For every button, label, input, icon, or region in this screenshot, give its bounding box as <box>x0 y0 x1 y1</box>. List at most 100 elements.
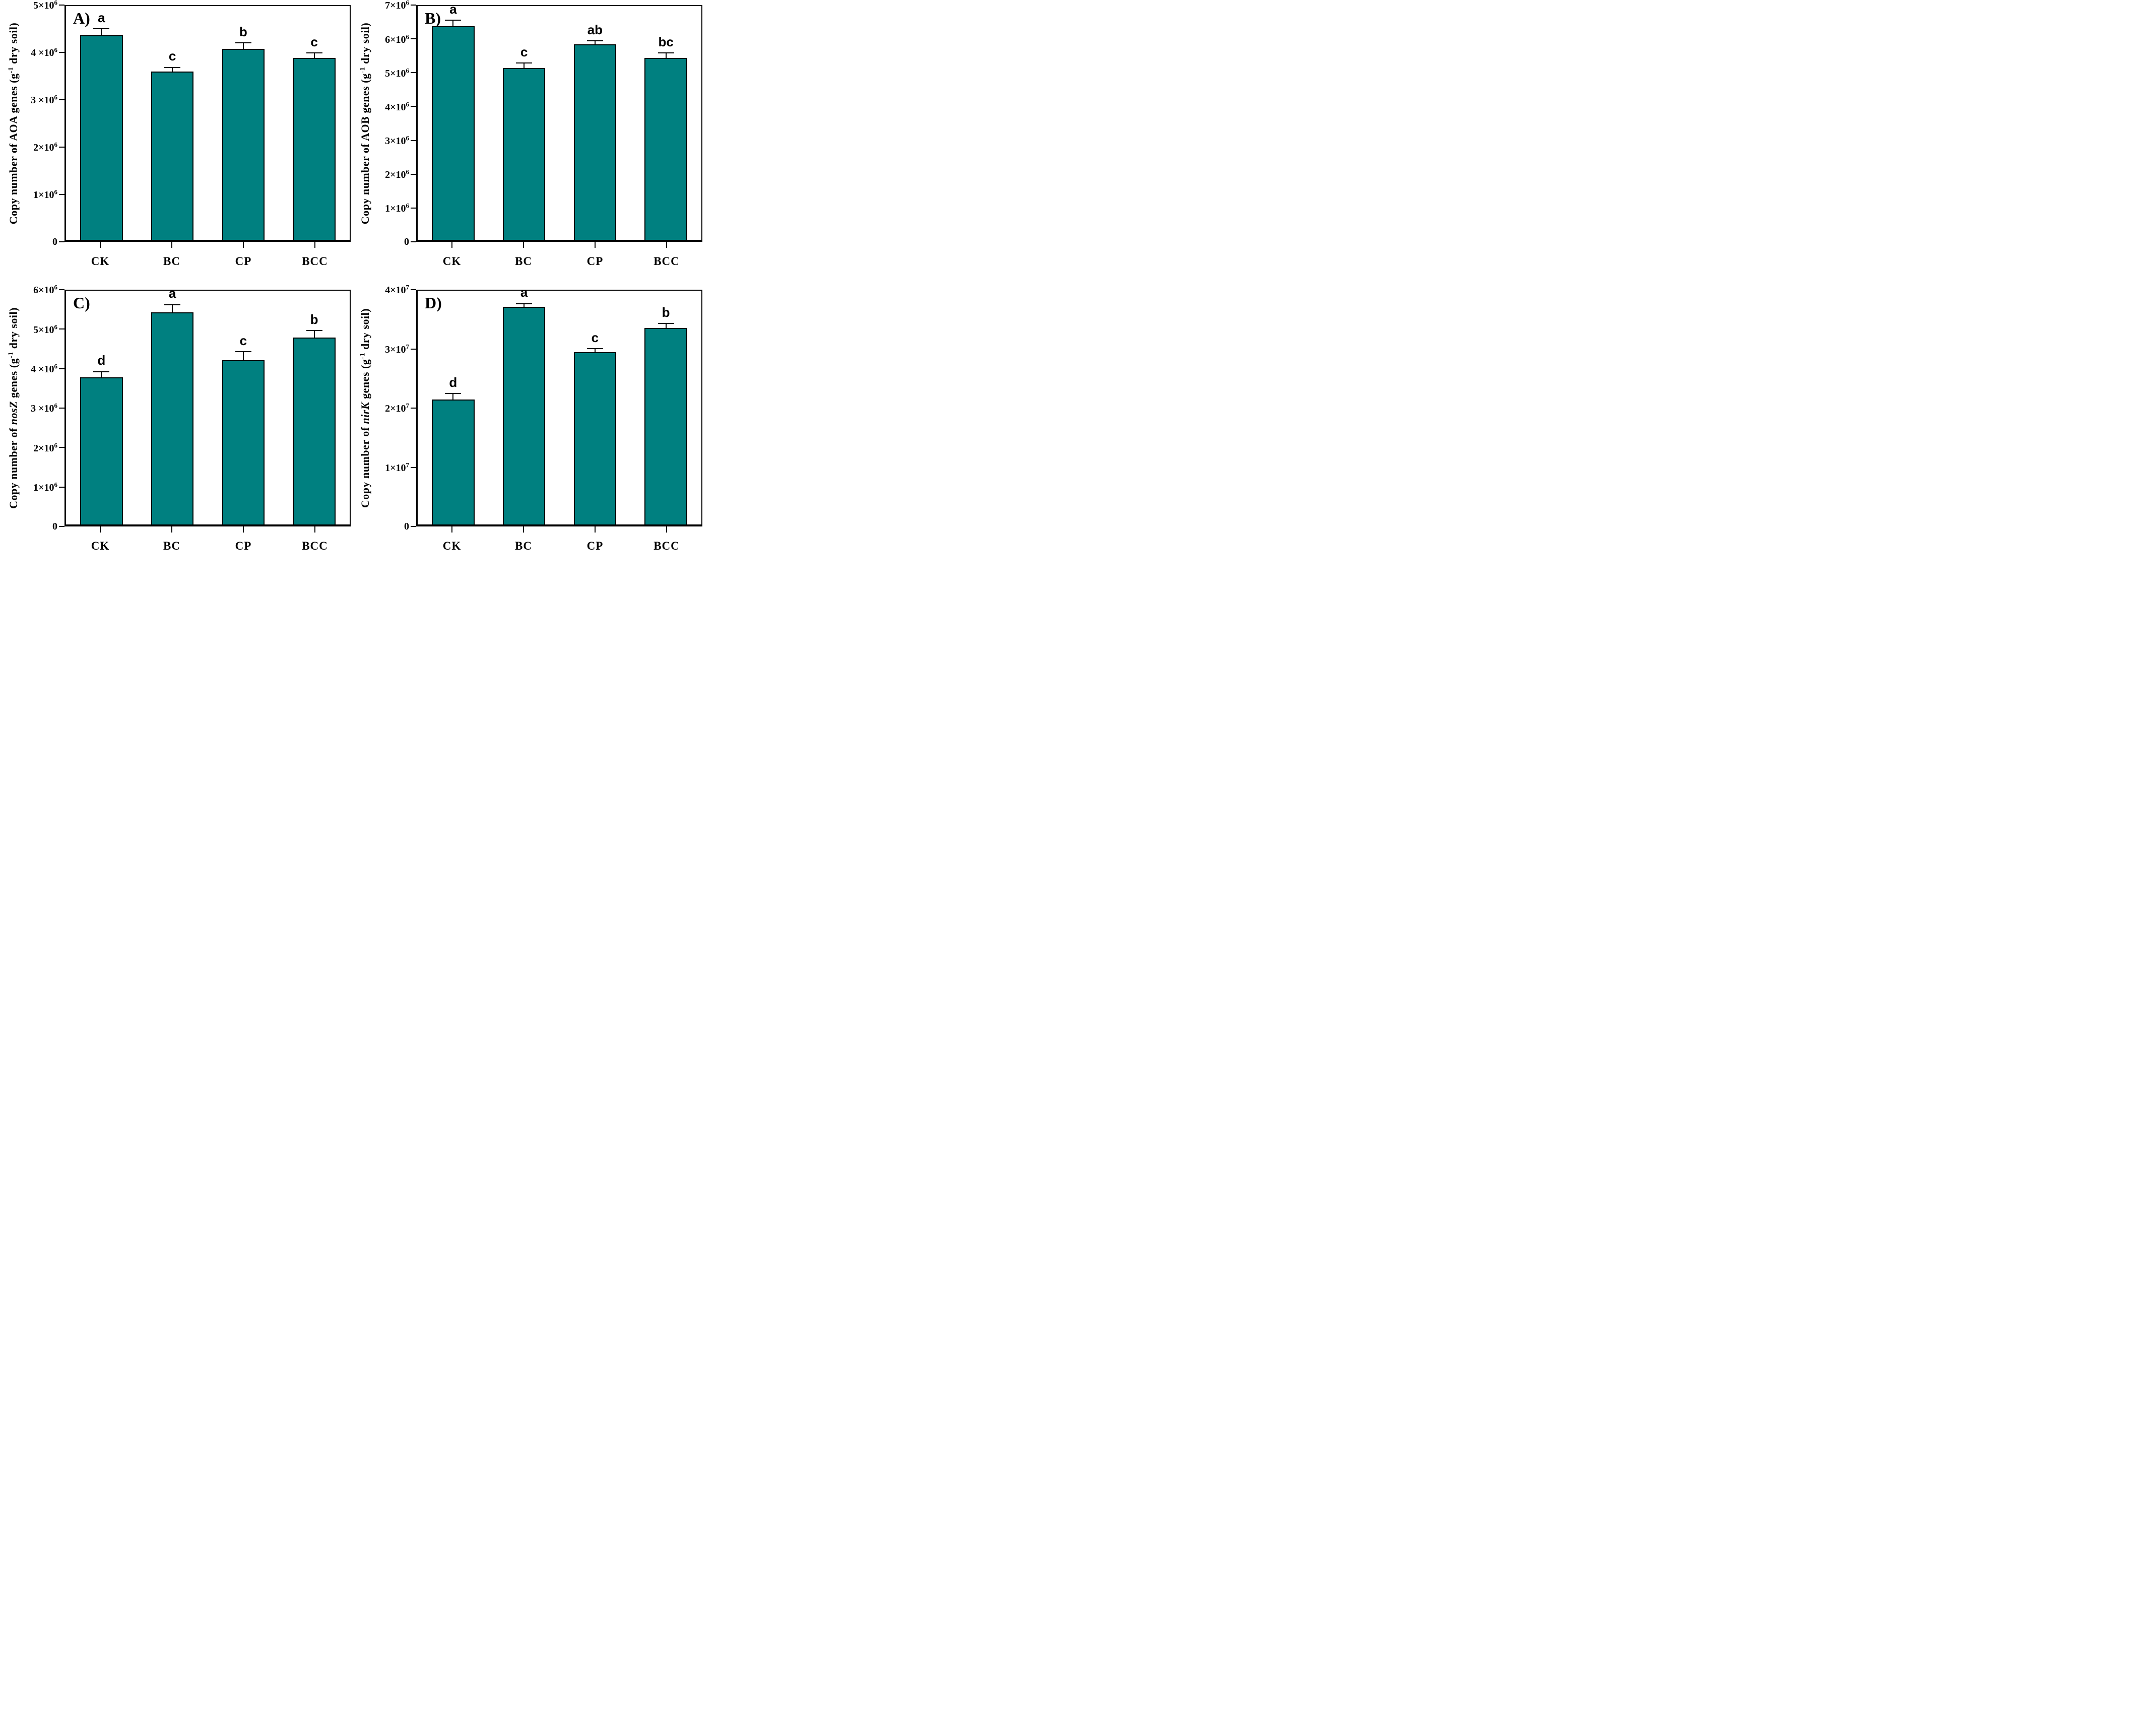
panel-label: D) <box>425 294 442 312</box>
y-tick-mark <box>59 5 64 6</box>
x-tick-mark <box>595 526 596 533</box>
y-tick-label: 6×106 <box>385 32 409 45</box>
panel-D: Copy number of nirK genes (g-1 dry soil)… <box>355 284 702 561</box>
y-tick-mark <box>59 447 64 448</box>
error-bar-BCC <box>313 53 315 58</box>
sig-letter-BCC: c <box>310 34 318 49</box>
x-category-label-BC: BC <box>515 540 532 552</box>
error-bar-BC <box>172 305 173 312</box>
sig-letter-BC: a <box>168 286 176 301</box>
error-bar-CK <box>452 394 454 400</box>
sig-letter-BC: c <box>168 48 176 64</box>
sig-letter-CK: d <box>97 353 106 368</box>
y-tick-mark <box>411 241 416 242</box>
y-tick-mark <box>411 408 416 409</box>
bar-BCC <box>644 57 687 240</box>
error-bar-cap-CP <box>235 42 251 44</box>
x-category-label-CP: CP <box>586 540 604 552</box>
error-bar-cap-CK <box>93 371 110 372</box>
y-tick-label: 2×106 <box>33 441 57 454</box>
error-bar-cap-CP <box>586 348 603 349</box>
y-axis-title: Copy number of nirK genes (g-1 dry soil) <box>359 308 371 508</box>
bar-CK <box>80 377 123 524</box>
y-tick-mark <box>411 72 416 74</box>
x-category-label-BC: BC <box>163 540 180 552</box>
bar-BCC <box>293 337 336 524</box>
error-bar-BCC <box>665 324 667 328</box>
gene-name: AOB <box>359 116 371 141</box>
error-bar-CK <box>101 29 102 35</box>
sig-letter-CP: c <box>591 329 599 345</box>
error-bar-BCC <box>665 53 667 58</box>
x-category-label-CK: CK <box>91 255 110 268</box>
y-tick-label: 4 ×106 <box>31 362 57 375</box>
sig-letter-CK: a <box>98 10 105 26</box>
plot-area: A) a c b c <box>64 5 351 242</box>
y-tick-mark <box>59 241 64 242</box>
y-tick-mark <box>59 328 64 330</box>
gene-name: nosZ <box>7 401 20 425</box>
x-category-label-CP: CP <box>235 540 252 552</box>
y-axis-title-column: Copy number of AOA genes (g-1 dry soil) <box>3 5 24 242</box>
y-axis-title-column: Copy number of AOB genes (g-1 dry soil) <box>355 5 376 242</box>
bar-BC <box>151 312 194 524</box>
bar-BC <box>502 307 546 524</box>
x-tick-mark <box>523 526 524 533</box>
bar-CP <box>222 49 265 240</box>
y-tick-label: 7×106 <box>385 0 409 12</box>
x-category-label-BCC: BCC <box>302 540 328 552</box>
y-tick-mark <box>59 486 64 488</box>
y-tick-mark <box>59 526 64 527</box>
sig-letter-BCC: b <box>310 312 318 327</box>
y-tick-mark <box>59 194 64 195</box>
x-tick-mark <box>451 242 452 248</box>
sig-letter-BC: a <box>520 285 528 300</box>
x-tick-mark <box>314 526 315 533</box>
x-category-label-BCC: BCC <box>654 540 680 552</box>
bar-CP <box>573 44 617 240</box>
y-tick-label: 3 ×106 <box>31 93 57 106</box>
y-tick-label: 0 <box>404 521 409 532</box>
y-tick-label: 0 <box>52 521 57 532</box>
sig-letter-BCC: b <box>662 304 670 320</box>
four-panel-bar-figure: Copy number of AOA genes (g-1 dry soil) … <box>0 0 705 564</box>
y-axis-title: Copy number of nosZ genes (g-1 dry soil) <box>7 307 20 509</box>
y-tick-label: 2×106 <box>385 168 409 181</box>
y-axis-ticks: 0 1×106 2×106 3 ×106 4 ×106 5×106 6×106 <box>24 284 64 532</box>
bar-BCC <box>644 328 687 524</box>
y-tick-mark <box>59 99 64 100</box>
y-tick-mark <box>59 408 64 409</box>
error-bar-cap-BCC <box>306 330 322 331</box>
error-bar-cap-CP <box>586 40 603 42</box>
x-tick-mark <box>666 526 667 533</box>
error-bar-CP <box>242 352 244 360</box>
y-tick-label: 4 ×106 <box>31 46 57 59</box>
x-category-label-BCC: BCC <box>654 255 680 268</box>
panel-label: C) <box>73 294 90 312</box>
x-axis: CK BC CP BCC <box>64 526 351 559</box>
sig-letter-CK: a <box>449 1 457 17</box>
y-tick-label: 6×106 <box>33 283 57 296</box>
gene-name: nirK <box>359 402 371 424</box>
y-axis-title: Copy number of AOB genes (g-1 dry soil) <box>359 22 371 225</box>
error-bar-cap-CK <box>445 393 462 394</box>
sig-letter-BCC: bc <box>658 34 674 49</box>
error-bar-BC <box>172 68 173 72</box>
x-category-label-CK: CK <box>442 255 462 268</box>
x-tick-mark <box>100 526 101 533</box>
y-axis-ticks: 0 1×106 2×106 3×106 4×106 5×106 6×106 7×106 <box>376 0 416 247</box>
x-category-label-BC: BC <box>163 255 180 268</box>
x-axis: CK BC CP BCC <box>416 242 702 274</box>
bar-CP <box>222 360 265 524</box>
bar-CK <box>432 399 475 524</box>
y-axis-title-column: Copy number of nosZ genes (g-1 dry soil) <box>3 290 24 526</box>
gene-name: AOA <box>7 116 20 141</box>
y-tick-label: 5×106 <box>33 323 57 336</box>
y-tick-label: 3 ×106 <box>31 402 57 415</box>
error-bar-cap-BC <box>164 67 181 68</box>
x-tick-mark <box>595 242 596 248</box>
x-axis: CK BC CP BCC <box>64 242 351 274</box>
plot-area: B) a c ab bc <box>416 1 702 242</box>
y-tick-label: 3×106 <box>385 134 409 147</box>
error-bar-BC <box>524 63 525 68</box>
